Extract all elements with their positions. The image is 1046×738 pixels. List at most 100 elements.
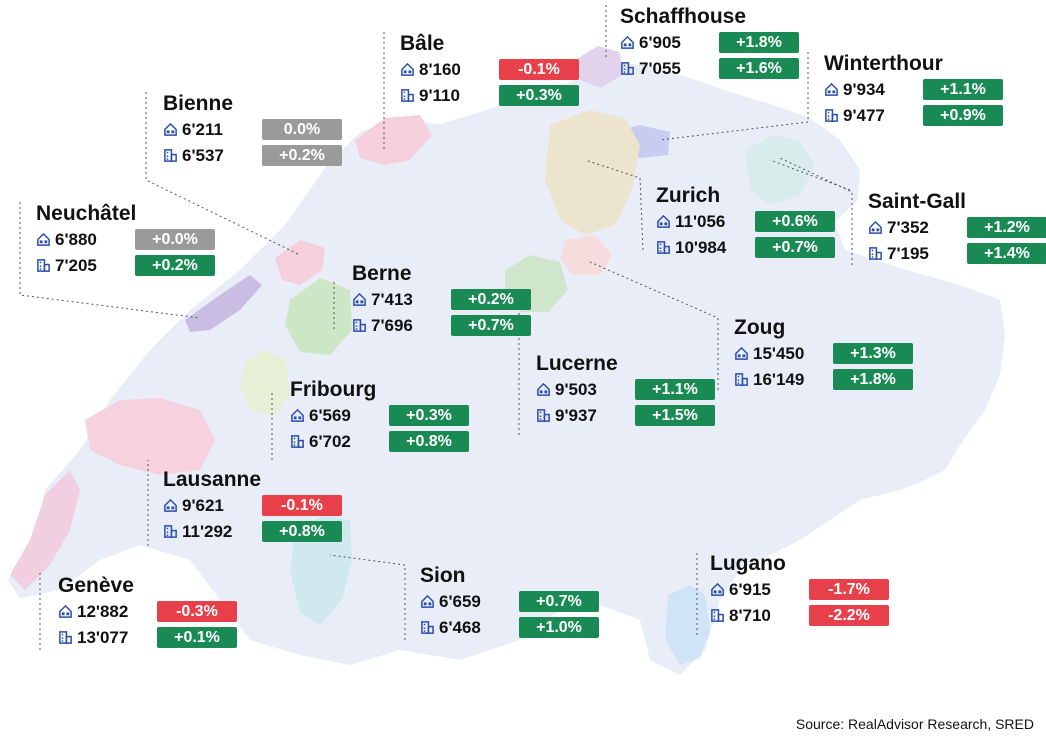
apartment-price-change-badge: +0.9% xyxy=(923,105,1003,126)
house-icon xyxy=(164,498,177,512)
apartment-price-row: 13'077 +0.1% xyxy=(58,625,237,650)
house-icon xyxy=(657,214,670,228)
house-price-value: 15'450 xyxy=(753,343,805,363)
city-name: Berne xyxy=(352,262,412,285)
apartment-price-change-badge: +0.3% xyxy=(499,85,579,106)
region-geneve xyxy=(10,470,80,590)
house-icon xyxy=(401,62,414,76)
region-schaffhouse xyxy=(575,46,622,88)
apartment-price-value: 6'702 xyxy=(309,431,351,451)
house-price-row: 7'413 +0.2% xyxy=(352,287,531,312)
apartment-price-value: 7'195 xyxy=(887,243,929,263)
region-zoug xyxy=(560,235,612,275)
apartment-price-value: 6'537 xyxy=(182,145,224,165)
house-price-change-badge: 0.0% xyxy=(262,119,342,140)
apartment-price-value: 11'292 xyxy=(182,521,233,541)
apartment-price-value: 13'077 xyxy=(77,627,129,647)
apartment-price-row: 7'696 +0.7% xyxy=(352,313,531,338)
apartment-price-row: 11'292 +0.8% xyxy=(163,519,342,544)
apartment-price-change-badge: +0.7% xyxy=(755,237,835,258)
apartment-building-icon xyxy=(735,373,748,386)
city-label: Lausanne 9'621 -0.1% 11'292 +0.8% xyxy=(163,468,342,544)
house-icon xyxy=(421,594,434,608)
city-name: Winterthour xyxy=(824,52,943,75)
apartment-price-change-badge: +1.0% xyxy=(519,617,599,638)
city-name: Fribourg xyxy=(290,378,377,401)
house-price-change-badge: +0.0% xyxy=(135,229,215,250)
apartment-price-value: 7'205 xyxy=(55,255,97,275)
apartment-price-row: 6'468 +1.0% xyxy=(420,615,599,640)
house-icon xyxy=(164,122,177,136)
apartment-building-icon xyxy=(621,62,634,75)
apartment-price-change-badge: +1.8% xyxy=(833,369,913,390)
apartment-price-change-badge: +0.8% xyxy=(389,431,469,452)
house-price-change-badge: -0.3% xyxy=(157,601,237,622)
house-price-value: 6'905 xyxy=(639,32,681,52)
region-lausanne xyxy=(85,398,215,475)
house-price-change-badge: +0.2% xyxy=(451,289,531,310)
house-price-row: 6'211 0.0% xyxy=(163,117,342,142)
city-name: Schaffhouse xyxy=(620,5,747,28)
city-label: Bâle 8'160 -0.1% 9'110 +0.3% xyxy=(400,32,579,108)
house-price-row: 7'352 +1.2% xyxy=(868,215,1046,240)
city-label: Zurich 11'056 +0.6% 10'984 +0.7% xyxy=(656,184,835,260)
city-name: Lucerne xyxy=(536,352,618,375)
house-icon xyxy=(711,582,724,596)
house-icon xyxy=(869,220,882,234)
house-price-value: 6'211 xyxy=(182,119,223,139)
apartment-price-value: 10'984 xyxy=(675,237,727,257)
apartment-price-row: 8'710 -2.2% xyxy=(710,603,889,628)
house-price-change-badge: +0.6% xyxy=(755,211,835,232)
house-icon xyxy=(291,408,304,422)
city-name: Zurich xyxy=(656,184,721,207)
leader-lines xyxy=(19,5,853,650)
apartment-price-change-badge: +1.4% xyxy=(967,243,1046,264)
city-name: Bienne xyxy=(163,92,234,115)
apartment-price-value: 7'055 xyxy=(639,58,681,78)
house-price-change-badge: +1.1% xyxy=(635,379,715,400)
city-label: Lugano 6'915 -1.7% 8'710 -2.2% xyxy=(710,552,889,628)
city-label: Schaffhouse 6'905 +1.8% 7'055 +1.6% xyxy=(620,5,799,81)
house-price-value: 6'569 xyxy=(309,405,351,425)
city-name: Lausanne xyxy=(163,468,262,491)
apartment-price-value: 9'477 xyxy=(843,105,885,125)
apartment-price-value: 6'468 xyxy=(439,617,481,637)
city-label: Neuchâtel 6'880 +0.0% 7'205 +0.2% xyxy=(36,202,215,278)
region-berne xyxy=(285,278,352,355)
apartment-building-icon xyxy=(59,631,72,644)
house-price-value: 6'880 xyxy=(55,229,97,249)
region-lugano xyxy=(665,585,710,665)
city-name: Zoug xyxy=(734,316,786,339)
apartment-building-icon xyxy=(164,525,177,538)
city-name: Saint-Gall xyxy=(868,190,967,213)
house-price-row: 11'056 +0.6% xyxy=(656,209,835,234)
house-icon xyxy=(735,346,748,360)
house-price-value: 8'160 xyxy=(419,59,461,79)
city-label: Lucerne 9'503 +1.1% 9'937 +1.5% xyxy=(536,352,715,428)
apartment-price-row: 6'702 +0.8% xyxy=(290,429,469,454)
apartment-price-row: 9'477 +0.9% xyxy=(824,103,1003,128)
house-price-row: 15'450 +1.3% xyxy=(734,341,913,366)
city-label: Winterthour 9'934 +1.1% 9'477 +0.9% xyxy=(824,52,1003,128)
city-label: Genève 12'882 -0.3% 13'077 +0.1% xyxy=(58,574,237,650)
city-name: Bâle xyxy=(400,32,445,55)
house-price-row: 9'934 +1.1% xyxy=(824,77,1003,102)
apartment-building-icon xyxy=(869,247,882,260)
apartment-building-icon xyxy=(825,109,838,122)
region-zurich xyxy=(545,110,640,235)
house-price-change-badge: +1.8% xyxy=(719,32,799,53)
house-price-value: 9'934 xyxy=(843,79,885,99)
house-price-row: 6'905 +1.8% xyxy=(620,30,799,55)
apartment-price-row: 7'055 +1.6% xyxy=(620,56,799,81)
apartment-price-row: 6'537 +0.2% xyxy=(163,143,342,168)
region-sion xyxy=(290,515,352,625)
house-icon xyxy=(621,35,634,49)
apartment-price-row: 7'205 +0.2% xyxy=(36,253,215,278)
apartment-price-change-badge: +0.7% xyxy=(451,315,531,336)
apartment-price-change-badge: +1.5% xyxy=(635,405,715,426)
apartment-price-row: 16'149 +1.8% xyxy=(734,367,913,392)
house-price-value: 6'659 xyxy=(439,591,481,611)
apartment-price-row: 7'195 +1.4% xyxy=(868,241,1046,266)
house-icon xyxy=(59,604,72,618)
city-name: Sion xyxy=(420,564,466,587)
